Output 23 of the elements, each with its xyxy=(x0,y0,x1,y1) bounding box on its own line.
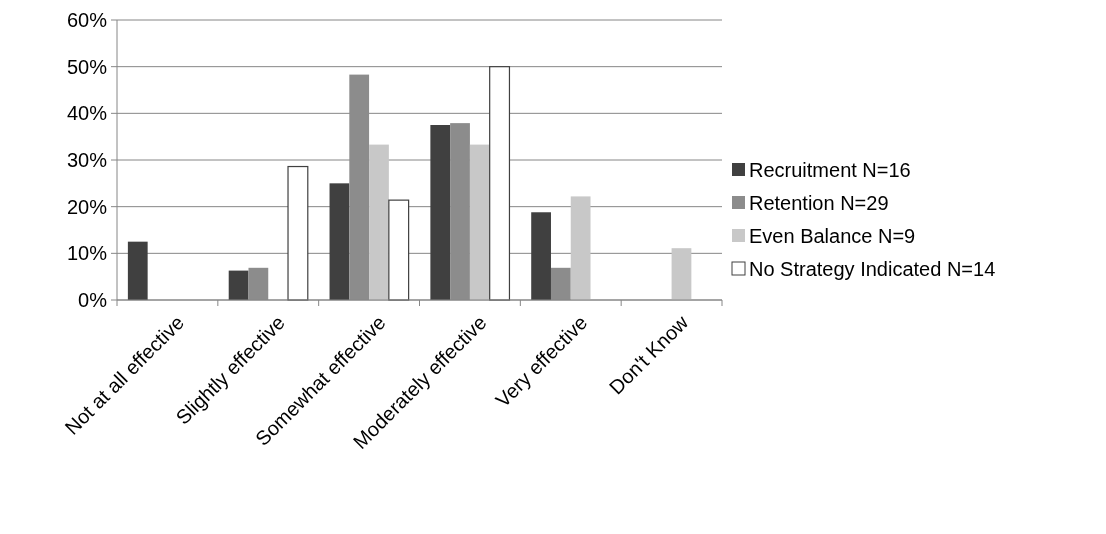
bar xyxy=(671,248,692,300)
y-tick-label: 10% xyxy=(66,242,108,265)
bar xyxy=(287,165,309,301)
bar xyxy=(388,199,410,301)
bar xyxy=(489,66,511,301)
bar xyxy=(329,183,350,300)
y-tick-label: 20% xyxy=(66,195,108,218)
legend-label: Recruitment N=16 xyxy=(749,159,911,181)
bar xyxy=(228,270,249,300)
bar xyxy=(570,196,591,300)
bar xyxy=(469,144,490,300)
legend-label: No Strategy Indicated N=14 xyxy=(749,258,996,280)
bar xyxy=(430,125,451,300)
bar xyxy=(127,241,148,300)
legend-label: Even Balance N=9 xyxy=(749,225,916,247)
y-tick-label: 0% xyxy=(78,289,108,311)
bar xyxy=(531,212,551,300)
y-tick-label: 30% xyxy=(66,149,108,171)
y-tick-label: 60% xyxy=(66,9,108,31)
bar xyxy=(369,144,389,300)
legend-label: Retention N=29 xyxy=(749,192,889,214)
y-tick-label: 50% xyxy=(66,55,108,78)
y-tick-label: 40% xyxy=(66,102,108,125)
